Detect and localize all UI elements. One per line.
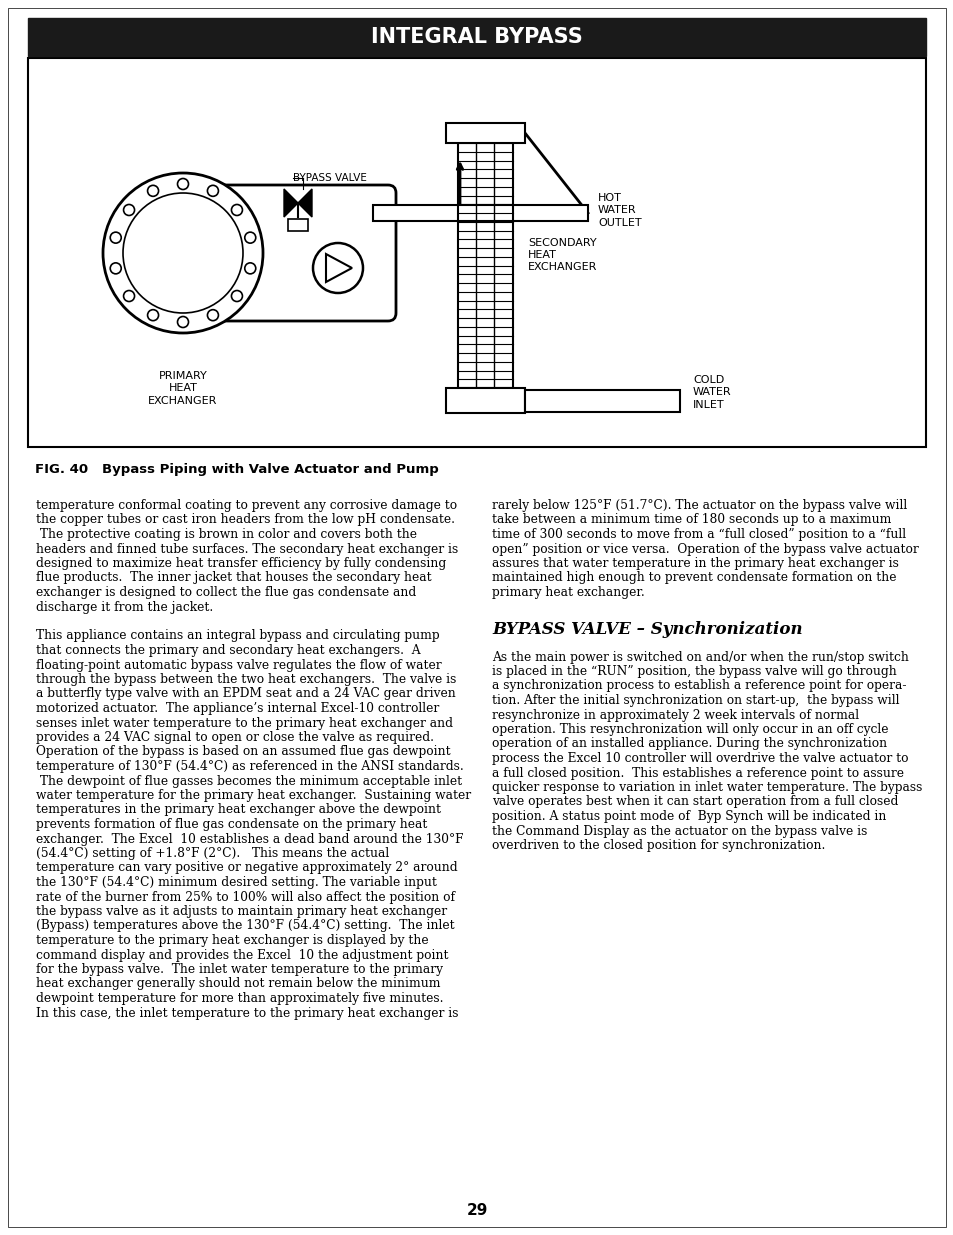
Text: rarely below 125°F (51.7°C). The actuator on the bypass valve will: rarely below 125°F (51.7°C). The actuato…	[492, 499, 906, 513]
Circle shape	[111, 263, 121, 274]
Text: resynchronize in approximately 2 week intervals of normal: resynchronize in approximately 2 week in…	[492, 709, 859, 721]
Bar	[28, 58, 925, 447]
Text: valve operates best when it can start operation from a full closed: valve operates best when it can start op…	[492, 795, 898, 809]
Bar	[446, 388, 524, 412]
Circle shape	[148, 185, 158, 196]
Circle shape	[124, 290, 134, 301]
Text: open” position or vice versa.  Operation of the bypass valve actuator: open” position or vice versa. Operation …	[492, 542, 918, 556]
Text: position. A status point mode of  Byp Synch will be indicated in: position. A status point mode of Byp Syn…	[492, 810, 885, 823]
Text: PUMP: PUMP	[322, 305, 354, 315]
Text: HOT
WATER
OUTLET: HOT WATER OUTLET	[598, 193, 641, 227]
Circle shape	[313, 243, 363, 293]
Text: The dewpoint of flue gasses becomes the minimum acceptable inlet: The dewpoint of flue gasses becomes the …	[36, 774, 461, 788]
Text: assures that water temperature in the primary heat exchanger is: assures that water temperature in the pr…	[492, 557, 898, 571]
Text: SECONDARY
HEAT
EXCHANGER: SECONDARY HEAT EXCHANGER	[527, 237, 597, 273]
Text: temperature to the primary heat exchanger is displayed by the: temperature to the primary heat exchange…	[36, 934, 428, 947]
Text: discharge it from the jacket.: discharge it from the jacket.	[36, 600, 213, 614]
Text: This appliance contains an integral bypass and circulating pump: This appliance contains an integral bypa…	[36, 630, 439, 642]
Text: operation. This resynchronization will only occur in an off cycle: operation. This resynchronization will o…	[492, 722, 887, 736]
Text: the copper tubes or cast iron headers from the low pH condensate.: the copper tubes or cast iron headers fr…	[36, 514, 455, 526]
Text: temperatures in the primary heat exchanger above the dewpoint: temperatures in the primary heat exchang…	[36, 804, 440, 816]
Text: dewpoint temperature for more than approximately five minutes.: dewpoint temperature for more than appro…	[36, 992, 443, 1005]
Text: is placed in the “RUN” position, the bypass valve will go through: is placed in the “RUN” position, the byp…	[492, 664, 896, 678]
Bar	[288, 219, 308, 231]
Text: overdriven to the closed position for synchronization.: overdriven to the closed position for sy…	[492, 839, 824, 852]
Text: the 130°F (54.4°C) minimum desired setting. The variable input: the 130°F (54.4°C) minimum desired setti…	[36, 876, 436, 889]
Circle shape	[232, 205, 242, 215]
Text: through the bypass between the two heat exchangers.  The valve is: through the bypass between the two heat …	[36, 673, 456, 685]
Text: PRIMARY
HEAT
EXCHANGER: PRIMARY HEAT EXCHANGER	[148, 370, 217, 406]
Text: BYPASS VALVE: BYPASS VALVE	[293, 173, 367, 183]
Text: headers and finned tube surfaces. The secondary heat exchanger is: headers and finned tube surfaces. The se…	[36, 542, 457, 556]
Text: senses inlet water temperature to the primary heat exchanger and: senses inlet water temperature to the pr…	[36, 716, 453, 730]
Circle shape	[123, 193, 243, 312]
Text: provides a 24 VAC signal to open or close the valve as required.: provides a 24 VAC signal to open or clos…	[36, 731, 434, 743]
Text: maintained high enough to prevent condensate formation on the: maintained high enough to prevent conden…	[492, 572, 896, 584]
Text: process the Excel 10 controller will overdrive the valve actuator to: process the Excel 10 controller will ove…	[492, 752, 907, 764]
Text: quicker response to variation in inlet water temperature. The bypass: quicker response to variation in inlet w…	[492, 781, 922, 794]
Bar	[446, 124, 524, 143]
Text: a synchronization process to establish a reference point for opera-: a synchronization process to establish a…	[492, 679, 905, 693]
Circle shape	[124, 205, 134, 215]
Text: As the main power is switched on and/or when the run/stop switch: As the main power is switched on and/or …	[492, 651, 908, 663]
Circle shape	[111, 232, 121, 243]
Text: that connects the primary and secondary heat exchangers.  A: that connects the primary and secondary …	[36, 643, 420, 657]
Circle shape	[207, 185, 218, 196]
Circle shape	[245, 232, 255, 243]
Circle shape	[148, 310, 158, 321]
Text: motorized actuator.  The appliance’s internal Excel-10 controller: motorized actuator. The appliance’s inte…	[36, 701, 438, 715]
Text: (Bypass) temperatures above the 130°F (54.4°C) setting.  The inlet: (Bypass) temperatures above the 130°F (5…	[36, 920, 455, 932]
Text: designed to maximize heat transfer efficiency by fully condensing: designed to maximize heat transfer effic…	[36, 557, 446, 571]
Text: temperature conformal coating to prevent any corrosive damage to: temperature conformal coating to prevent…	[36, 499, 456, 513]
Text: The protective coating is brown in color and covers both the: The protective coating is brown in color…	[36, 529, 416, 541]
FancyBboxPatch shape	[170, 185, 395, 321]
Text: command display and provides the Excel  10 the adjustment point: command display and provides the Excel 1…	[36, 948, 448, 962]
Text: 29: 29	[466, 1203, 487, 1218]
Text: floating-point automatic bypass valve regulates the flow of water: floating-point automatic bypass valve re…	[36, 658, 441, 672]
Text: exchanger is designed to collect the flue gas condensate and: exchanger is designed to collect the flu…	[36, 585, 416, 599]
Text: primary heat exchanger.: primary heat exchanger.	[492, 585, 644, 599]
Circle shape	[245, 263, 255, 274]
Text: time of 300 seconds to move from a “full closed” position to a “full: time of 300 seconds to move from a “full…	[492, 529, 905, 541]
Text: take between a minimum time of 180 seconds up to a maximum: take between a minimum time of 180 secon…	[492, 514, 890, 526]
Text: heat exchanger generally should not remain below the minimum: heat exchanger generally should not rema…	[36, 977, 440, 990]
Circle shape	[177, 179, 189, 189]
Text: water temperature for the primary heat exchanger.  Sustaining water: water temperature for the primary heat e…	[36, 789, 471, 802]
Text: operation of an installed appliance. During the synchronization: operation of an installed appliance. Dur…	[492, 737, 886, 751]
Text: tion. After the initial synchronization on start-up,  the bypass will: tion. After the initial synchronization …	[492, 694, 899, 706]
Bar	[373, 205, 587, 221]
Text: In this case, the inlet temperature to the primary heat exchanger is: In this case, the inlet temperature to t…	[36, 1007, 458, 1020]
Text: rate of the burner from 25% to 100% will also affect the position of: rate of the burner from 25% to 100% will…	[36, 890, 455, 904]
Bar	[524, 390, 679, 412]
Polygon shape	[284, 189, 297, 217]
Text: temperature can vary positive or negative approximately 2° around: temperature can vary positive or negativ…	[36, 862, 457, 874]
Text: exchanger.  The Excel  10 establishes a dead band around the 130°F: exchanger. The Excel 10 establishes a de…	[36, 832, 463, 846]
Circle shape	[177, 316, 189, 327]
Circle shape	[232, 290, 242, 301]
Text: a butterfly type valve with an EPDM seat and a 24 VAC gear driven: a butterfly type valve with an EPDM seat…	[36, 688, 456, 700]
Bar	[28, 19, 925, 56]
Text: the Command Display as the actuator on the bypass valve is: the Command Display as the actuator on t…	[492, 825, 866, 837]
Text: temperature of 130°F (54.4°C) as referenced in the ANSI standards.: temperature of 130°F (54.4°C) as referen…	[36, 760, 463, 773]
Text: the bypass valve as it adjusts to maintain primary heat exchanger: the bypass valve as it adjusts to mainta…	[36, 905, 447, 918]
Text: a full closed position.  This establishes a reference point to assure: a full closed position. This establishes…	[492, 767, 903, 779]
Text: COLD
WATER
INLET: COLD WATER INLET	[692, 375, 731, 410]
Circle shape	[207, 310, 218, 321]
Polygon shape	[297, 189, 312, 217]
Text: for the bypass valve.  The inlet water temperature to the primary: for the bypass valve. The inlet water te…	[36, 963, 442, 976]
Text: Operation of the bypass is based on an assumed flue gas dewpoint: Operation of the bypass is based on an a…	[36, 746, 450, 758]
Text: prevents formation of flue gas condensate on the primary heat: prevents formation of flue gas condensat…	[36, 818, 427, 831]
Text: BYPASS VALVE – Synchronization: BYPASS VALVE – Synchronization	[492, 620, 801, 637]
Text: FIG. 40   Bypass Piping with Valve Actuator and Pump: FIG. 40 Bypass Piping with Valve Actuato…	[35, 463, 438, 475]
Text: flue products.  The inner jacket that houses the secondary heat: flue products. The inner jacket that hou…	[36, 572, 431, 584]
Text: (54.4°C) setting of +1.8°F (2°C).   This means the actual: (54.4°C) setting of +1.8°F (2°C). This m…	[36, 847, 389, 860]
Text: INTEGRAL BYPASS: INTEGRAL BYPASS	[371, 27, 582, 47]
Circle shape	[103, 173, 263, 333]
